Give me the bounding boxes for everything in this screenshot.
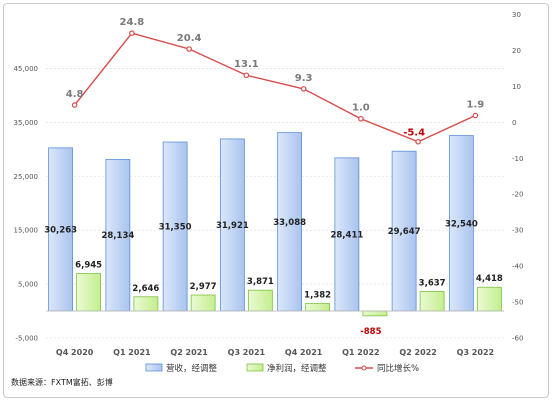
yoy-growth-point xyxy=(71,102,78,108)
revenue-value-label: 28,134 xyxy=(101,231,134,241)
legend-label-revenue: 营收，经调整 xyxy=(166,363,218,374)
net-profit-bar xyxy=(133,296,159,312)
revenue-value-label: 29,647 xyxy=(388,227,421,237)
yoy-growth-label: 1.9 xyxy=(467,100,485,111)
yoy-growth-point xyxy=(129,30,135,36)
x-category-label: Q1 2021 xyxy=(113,348,151,357)
yoy-growth-label: 4.8 xyxy=(66,89,84,100)
net-profit-bar xyxy=(76,273,102,312)
x-category-label: Q2 2021 xyxy=(170,348,208,357)
net-profit-value-label: 6,945 xyxy=(75,261,102,271)
revenue-bar xyxy=(48,147,74,312)
revenue-bar xyxy=(391,150,417,312)
revenue-bar xyxy=(162,141,188,312)
net-profit-value-label: 1,382 xyxy=(304,291,331,301)
yoy-growth-point xyxy=(186,46,192,52)
net-profit-value-label: 2,977 xyxy=(190,282,217,292)
y-left-tick-label: 25,000 xyxy=(14,173,39,181)
legend-swatch-yoy-point xyxy=(361,365,367,371)
net-profit-value-label: 3,871 xyxy=(247,277,274,287)
y-right-tick-label: 30 xyxy=(512,11,521,19)
net-profit-value-label: -885 xyxy=(360,327,381,337)
revenue-value-label: 33,088 xyxy=(273,218,306,228)
net-profit-value-label: 3,637 xyxy=(419,278,446,288)
x-category-label: Q3 2021 xyxy=(228,348,266,357)
net-profit-value-label: 2,646 xyxy=(132,284,159,294)
y-left-tick-label: 45,000 xyxy=(14,65,39,73)
y-right-tick-label: -10 xyxy=(512,155,523,163)
revenue-bar xyxy=(334,157,360,312)
yoy-growth-point xyxy=(415,138,421,145)
y-left-tick-label: 15,000 xyxy=(14,227,39,235)
net-profit-bar xyxy=(362,310,388,317)
x-category-label: Q2 2022 xyxy=(399,348,436,357)
x-category-label: Q3 2022 xyxy=(457,348,494,357)
yoy-growth-label: -5.4 xyxy=(403,128,425,139)
revenue-value-label: 30,263 xyxy=(44,225,77,235)
source-note: 数据来源：FXTM富拓、彭博 xyxy=(11,378,113,387)
net-profit-bar xyxy=(305,303,331,312)
net-profit-bar xyxy=(419,291,445,312)
yoy-growth-point xyxy=(472,112,479,119)
yoy-growth-label: 24.8 xyxy=(120,17,145,28)
legend-swatch-net-profit xyxy=(246,363,264,372)
net-profit-bar xyxy=(247,289,273,312)
yoy-growth-point xyxy=(243,72,250,79)
yoy-growth-label: 13.1 xyxy=(234,59,259,70)
revenue-value-label: 32,540 xyxy=(445,219,478,229)
legend-label-net-profit: 净利润，经调整 xyxy=(267,363,327,374)
net-profit-bar xyxy=(476,286,502,312)
net-profit-bar xyxy=(190,294,216,312)
x-category-label: Q4 2020 xyxy=(56,348,94,357)
y-right-tick-label: 0 xyxy=(512,119,516,127)
yoy-growth-label: 20.4 xyxy=(177,33,202,44)
yoy-growth-point xyxy=(358,115,364,122)
y-right-tick-label: -20 xyxy=(512,191,523,199)
y-right-tick-label: 20 xyxy=(512,47,521,55)
legend-swatch-revenue xyxy=(145,363,163,372)
y-right-tick-label: -30 xyxy=(512,227,523,235)
net-profit-value-label: 4,418 xyxy=(476,274,503,284)
revenue-value-label: 28,411 xyxy=(330,230,363,240)
x-category-label: Q1 2022 xyxy=(342,348,379,357)
y-left-tick-label: 5,000 xyxy=(18,281,38,289)
yoy-growth-line xyxy=(74,32,476,143)
yoy-growth-label: 1.0 xyxy=(352,103,370,114)
revenue-bar xyxy=(105,158,131,312)
y-right-tick-label: -50 xyxy=(512,299,523,307)
y-left-tick-label: -5,000 xyxy=(15,335,38,343)
yoy-growth-label: 9.3 xyxy=(295,73,313,84)
y-right-tick-label: -60 xyxy=(512,335,523,343)
revenue-value-label: 31,350 xyxy=(159,223,192,233)
y-right-tick-label: -40 xyxy=(512,263,523,271)
x-category-label: Q4 2021 xyxy=(285,348,323,357)
yoy-growth-point xyxy=(300,86,307,92)
y-left-tick-label: 35,000 xyxy=(14,119,39,127)
revenue-value-label: 31,921 xyxy=(216,221,249,231)
legend-label-yoy: 同比增长% xyxy=(377,363,419,374)
y-right-tick-label: 10 xyxy=(512,83,521,91)
revenue-bar xyxy=(219,138,245,312)
revenue-bar xyxy=(277,132,303,312)
